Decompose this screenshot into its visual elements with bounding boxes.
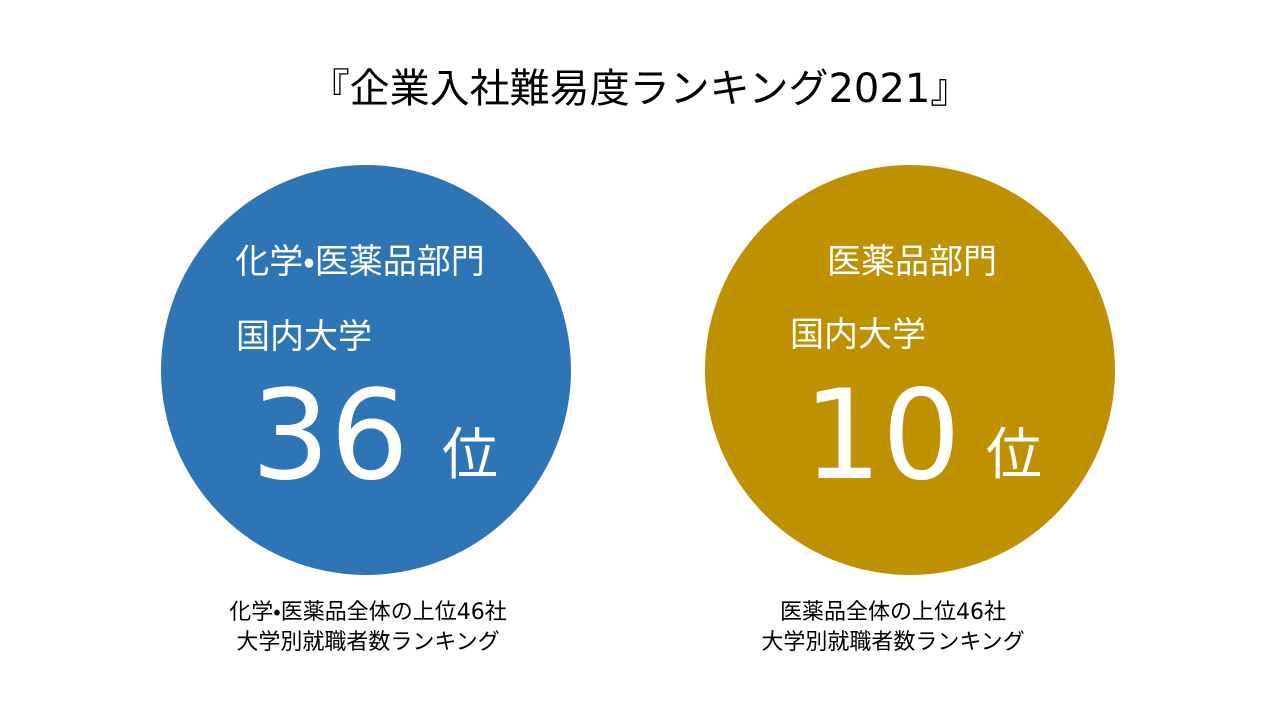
rank-unit: 位 xyxy=(986,423,1042,488)
panel-circle xyxy=(705,165,1115,575)
panel-caption: 化学・医薬品全体の上位46社 xyxy=(229,600,506,625)
rank-unit: 位 xyxy=(442,423,498,488)
panel-category: 医薬品部門 xyxy=(827,242,997,282)
panel: 化学・医薬品部門 国内大学 36 位 化学・医薬品全体の上位46社 大学別就職者… xyxy=(161,165,571,655)
panel-caption: 大学別就職者数ランキング xyxy=(761,630,1024,655)
panel-scope: 国内大学 xyxy=(236,317,372,357)
panel: 医薬品部門 国内大学 10 位 医薬品全体の上位46社 大学別就職者数ランキング xyxy=(705,165,1115,655)
rank-number: 36 xyxy=(251,364,409,508)
panel-caption: 大学別就職者数ランキング xyxy=(236,630,499,655)
panel-circle xyxy=(161,165,571,575)
panel-scope: 国内大学 xyxy=(790,315,926,355)
rank-number: 10 xyxy=(803,364,961,508)
panel-caption: 医薬品全体の上位46社 xyxy=(780,600,1006,625)
slide-title: 『企業入社難易度ランキング2021』 xyxy=(310,66,971,112)
panel-category: 化学・医薬品部門 xyxy=(235,242,485,282)
